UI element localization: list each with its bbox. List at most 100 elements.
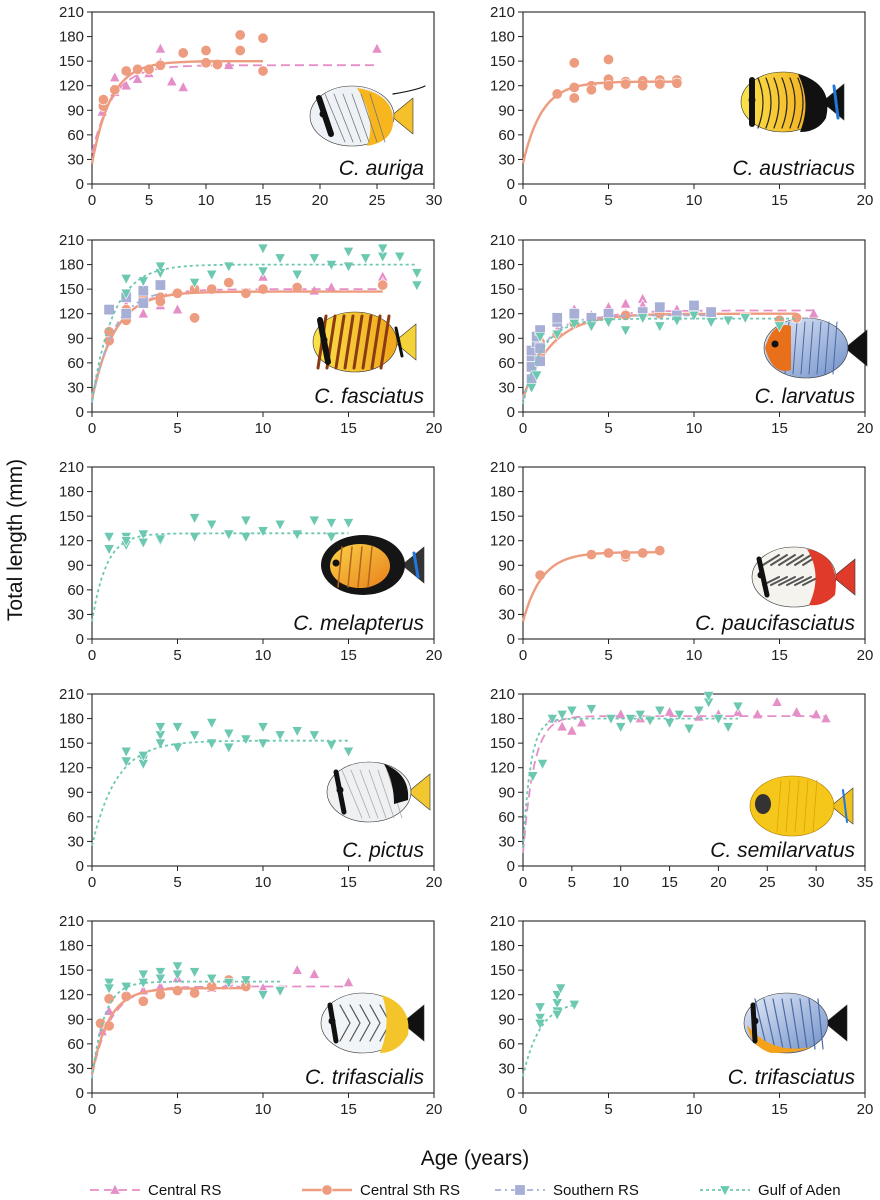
data-point (525, 382, 538, 394)
data-point (308, 967, 320, 979)
data-point (530, 370, 543, 382)
data-point (534, 1002, 546, 1014)
y-tick-label: 150 (59, 735, 84, 752)
data-point (663, 705, 676, 717)
data-point (551, 329, 563, 341)
panel-c-paucifasciatus: 0 30 60 90 120 150 180 210 0 5 10 15 20C. paucifasci… (490, 459, 873, 664)
data-point (554, 983, 567, 995)
legend-label: Central Sth RS (360, 1182, 460, 1199)
x-tick-label: 15 (771, 420, 788, 437)
y-tick-label: 30 (67, 1060, 84, 1077)
y-tick-label: 210 (59, 232, 84, 249)
series-gulf-of-aden (91, 961, 286, 1079)
y-tick-label: 90 (498, 330, 515, 347)
x-tick-label: 0 (519, 420, 527, 437)
data-point (131, 72, 144, 84)
y-tick-label: 210 (490, 4, 515, 21)
melon-butterflyfish-illustration (743, 992, 848, 1054)
legend-marker (514, 1184, 526, 1196)
data-point (534, 1013, 546, 1025)
legend-item-gulf-of-aden: Gulf of Aden (700, 1182, 841, 1199)
data-point (120, 288, 132, 300)
orangeface-butterflyfish-illustration (763, 317, 868, 379)
x-tick-label: 25 (759, 874, 776, 891)
y-tick-label: 210 (490, 686, 515, 703)
data-point (103, 304, 115, 316)
data-point (137, 969, 149, 981)
y-tick-label: 180 (490, 938, 515, 955)
x-tick-label: 10 (686, 420, 703, 437)
fitted-growth-curve (91, 739, 349, 847)
y-tick-label: 150 (59, 53, 84, 70)
data-point (120, 536, 132, 548)
data-point (188, 967, 201, 979)
x-tick-label: 5 (173, 1101, 181, 1118)
species-label: C. austriacus (732, 157, 855, 180)
masked-butterflyfish-illustration (749, 775, 854, 837)
species-label: C. paucifasciatus (695, 612, 855, 635)
y-tick-label: 90 (498, 1011, 515, 1028)
y-tick-label: 30 (67, 833, 84, 850)
x-tick-label: 30 (808, 874, 825, 891)
data-point (615, 708, 627, 719)
data-point (654, 705, 666, 717)
panel-c-fasciatus: 0 30 60 90 120 150 180 210 0 5 10 15 20C. fasciatus (59, 232, 442, 437)
data-point (536, 759, 549, 770)
x-tick-label: 5 (145, 192, 153, 209)
series-central-rs (91, 963, 355, 1076)
y-tick-label: 210 (490, 913, 515, 930)
legend-item-central-sth-rs: Central Sth RS (302, 1182, 460, 1199)
data-point (634, 710, 646, 721)
data-point (722, 315, 734, 327)
data-point (673, 710, 686, 721)
y-tick-label: 0 (76, 1085, 84, 1102)
legend-label: Gulf of Aden (758, 1182, 841, 1199)
y-tick-label: 120 (59, 760, 84, 777)
data-point (154, 722, 167, 734)
x-tick-label: 10 (686, 1101, 703, 1118)
panel-c-pictus: 0 30 60 90 120 150 180 210 0 5 10 15 20C. pictus (59, 686, 442, 891)
data-point (568, 57, 580, 69)
data-point (137, 750, 149, 762)
y-tick-label: 0 (76, 176, 84, 193)
x-tick-label: 20 (857, 647, 874, 664)
data-point (223, 261, 235, 273)
data-point (171, 961, 184, 973)
data-point (120, 746, 132, 758)
data-point (154, 42, 167, 54)
data-point (97, 94, 109, 106)
data-point (810, 708, 822, 719)
x-tick-label: 15 (771, 1101, 788, 1118)
series-gulf-of-aden (522, 983, 580, 1077)
x-tick-label: 0 (88, 1101, 96, 1118)
data-point (257, 243, 269, 255)
data-point (223, 277, 235, 289)
x-tick-label: 5 (568, 874, 576, 891)
data-point (377, 279, 389, 291)
x-tick-label: 30 (426, 192, 443, 209)
x-tick-label: 25 (369, 192, 386, 209)
x-tick-label: 5 (173, 647, 181, 664)
data-point (377, 243, 389, 255)
data-point (223, 529, 235, 541)
y-tick-label: 180 (490, 257, 515, 274)
data-point (257, 990, 269, 1002)
data-point (240, 515, 252, 527)
fitted-growth-curve (522, 317, 797, 405)
y-tick-label: 120 (59, 78, 84, 95)
x-tick-label: 0 (519, 1101, 527, 1118)
fitted-growth-curve (91, 980, 281, 1079)
legend-marker (109, 1183, 121, 1195)
data-point (171, 969, 184, 981)
data-point (200, 57, 212, 69)
y-tick-label: 0 (507, 404, 515, 421)
data-point (615, 722, 627, 734)
data-point (154, 261, 167, 273)
panel-c-larvatus: 0 30 60 90 120 150 180 210 0 5 10 15 20C. larvatus (490, 232, 873, 437)
fitted-growth-curve (522, 717, 738, 849)
data-point (534, 355, 546, 367)
panel-c-austriacus: 0 30 60 90 120 150 180 210 0 5 10 15 20C. austriacus (490, 4, 873, 209)
x-tick-label: 20 (426, 874, 443, 891)
